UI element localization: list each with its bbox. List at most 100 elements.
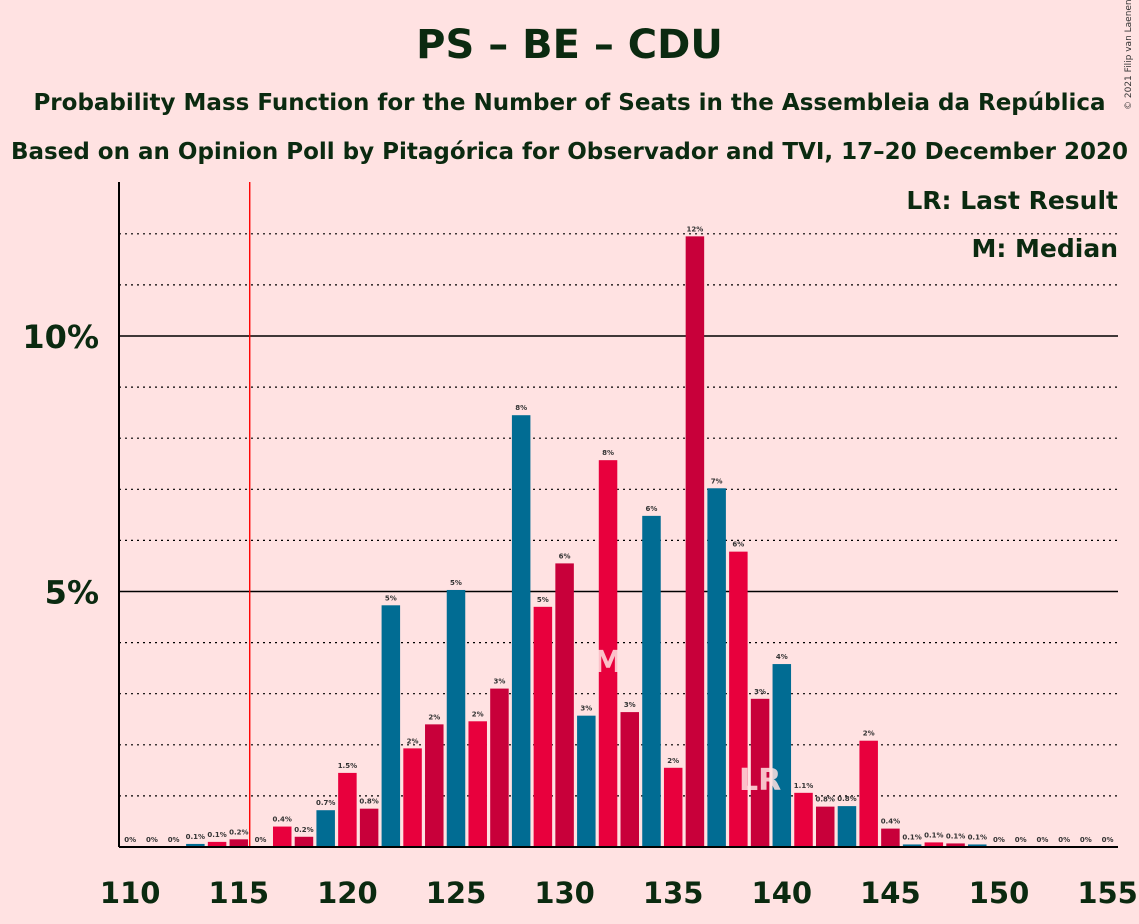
bar-127 (490, 688, 509, 847)
bar-label-130: 6% (559, 552, 571, 560)
bar-label-119: 0.7% (316, 799, 335, 807)
bar-label-121: 0.8% (359, 798, 378, 806)
bar-label-131: 3% (580, 705, 592, 713)
bar-143 (837, 806, 857, 847)
bar-128 (511, 415, 531, 847)
bar-136 (685, 236, 705, 848)
bar-label-146: 0.1% (902, 833, 921, 841)
bar-132 (598, 460, 618, 847)
bar-label-118: 0.2% (294, 826, 313, 834)
bar-label-151: 0% (1015, 836, 1027, 844)
grid-lines (119, 233, 1118, 797)
bar-145 (881, 828, 900, 847)
x-tick-label: 135 (643, 876, 704, 910)
bar-121 (359, 808, 379, 847)
median-marker: M (593, 645, 623, 680)
x-tick-label: 110 (100, 876, 161, 910)
bar-label-116: 0% (255, 836, 267, 844)
bar-label-139: 3% (754, 688, 766, 696)
x-tick-label: 145 (860, 876, 921, 910)
bar-label-115: 0.2% (229, 828, 248, 836)
y-tick-label: 5% (45, 574, 99, 612)
bar-117 (272, 826, 292, 847)
bar-label-148: 0.1% (946, 832, 965, 840)
bar-120 (338, 772, 357, 847)
chart-title: PS – BE – CDU (416, 22, 723, 68)
x-tick-label: 155 (1077, 876, 1138, 910)
bar-label-129: 5% (537, 596, 549, 604)
bar-129 (533, 606, 553, 847)
bar-144 (859, 740, 878, 847)
x-tick-label: 130 (534, 876, 595, 910)
bar-138 (729, 551, 748, 847)
bar-label-141: 1.1% (794, 782, 813, 790)
x-tick-label: 150 (969, 876, 1030, 910)
x-tick-label: 120 (317, 876, 378, 910)
bar-113 (186, 843, 205, 847)
bar-label-122: 5% (385, 594, 397, 602)
bar-149 (968, 844, 987, 847)
bar-label-149: 0.1% (968, 833, 987, 841)
bar-115 (229, 839, 249, 847)
bar-label-110: 0% (124, 836, 136, 844)
bar-label-123: 2% (407, 737, 419, 745)
bar-114 (207, 841, 227, 847)
bar-label-145: 0.4% (881, 818, 900, 826)
bar-label-150: 0% (993, 836, 1005, 844)
bar-124 (425, 724, 444, 847)
bar-146 (902, 844, 922, 847)
bar-label-136: 12% (687, 225, 704, 233)
x-tick-label: 125 (426, 876, 487, 910)
bar-label-125: 5% (450, 579, 462, 587)
bar-148 (946, 843, 965, 847)
chart-subtitle: Probability Mass Function for the Number… (33, 90, 1106, 116)
bar-label-112: 0% (168, 836, 180, 844)
bar-label-137: 7% (711, 477, 723, 485)
bar-123 (403, 748, 422, 847)
bar-126 (468, 721, 487, 847)
bar-label-126: 2% (472, 710, 484, 718)
bar-135 (663, 767, 683, 847)
bar-label-133: 3% (624, 701, 636, 709)
bar-137 (707, 488, 726, 847)
bar-125 (446, 589, 466, 847)
bar-label-134: 6% (646, 505, 658, 513)
bar-label-128: 8% (515, 404, 527, 412)
legend-median: M: Median (971, 234, 1118, 263)
bar-130 (555, 563, 574, 847)
bar-141 (794, 792, 813, 847)
legend-last-result: LR: Last Result (906, 186, 1118, 215)
bar-139 (750, 698, 770, 847)
axes-group: 110 115 120 125 130 135 140 145 150 155 5% 10% (22, 182, 1138, 910)
bar-133 (620, 712, 640, 847)
bar-label-124: 2% (428, 713, 440, 721)
bar-122 (381, 605, 401, 847)
bar-label-135: 2% (667, 757, 679, 765)
x-tick-label: 115 (209, 876, 270, 910)
bars-group: 0% 0% 0% 0.1% 0.1% 0.2%0%0.4%0.2%0.7%1.5%0.8%… (124, 225, 1114, 848)
bar-label-154: 0% (1080, 836, 1092, 844)
bar-label-127: 3% (493, 678, 505, 686)
y-tick-label: 10% (22, 318, 99, 356)
bar-label-140: 4% (776, 653, 788, 661)
bar-label-120: 1.5% (338, 762, 357, 770)
bar-label-138: 6% (732, 541, 744, 549)
bar-label-147: 0.1% (924, 831, 943, 839)
bar-label-117: 0.4% (273, 816, 292, 824)
chart-source-subtitle: Based on an Opinion Poll by Pitagórica f… (11, 139, 1128, 165)
last-result-marker: LR (739, 763, 781, 798)
bar-label-152: 0% (1036, 836, 1048, 844)
bar-131 (577, 715, 596, 847)
bar-label-143: 0.8% (837, 795, 856, 803)
bar-142 (815, 806, 835, 847)
bar-label-113: 0.1% (186, 833, 205, 841)
bar-label-114: 0.1% (207, 831, 226, 839)
bar-118 (294, 836, 314, 847)
bar-140 (772, 664, 792, 847)
bar-134 (642, 515, 661, 847)
bar-label-132: 8% (602, 449, 614, 457)
bar-119 (316, 810, 335, 847)
bar-label-144: 2% (863, 730, 875, 738)
bar-label-155: 0% (1102, 836, 1114, 844)
